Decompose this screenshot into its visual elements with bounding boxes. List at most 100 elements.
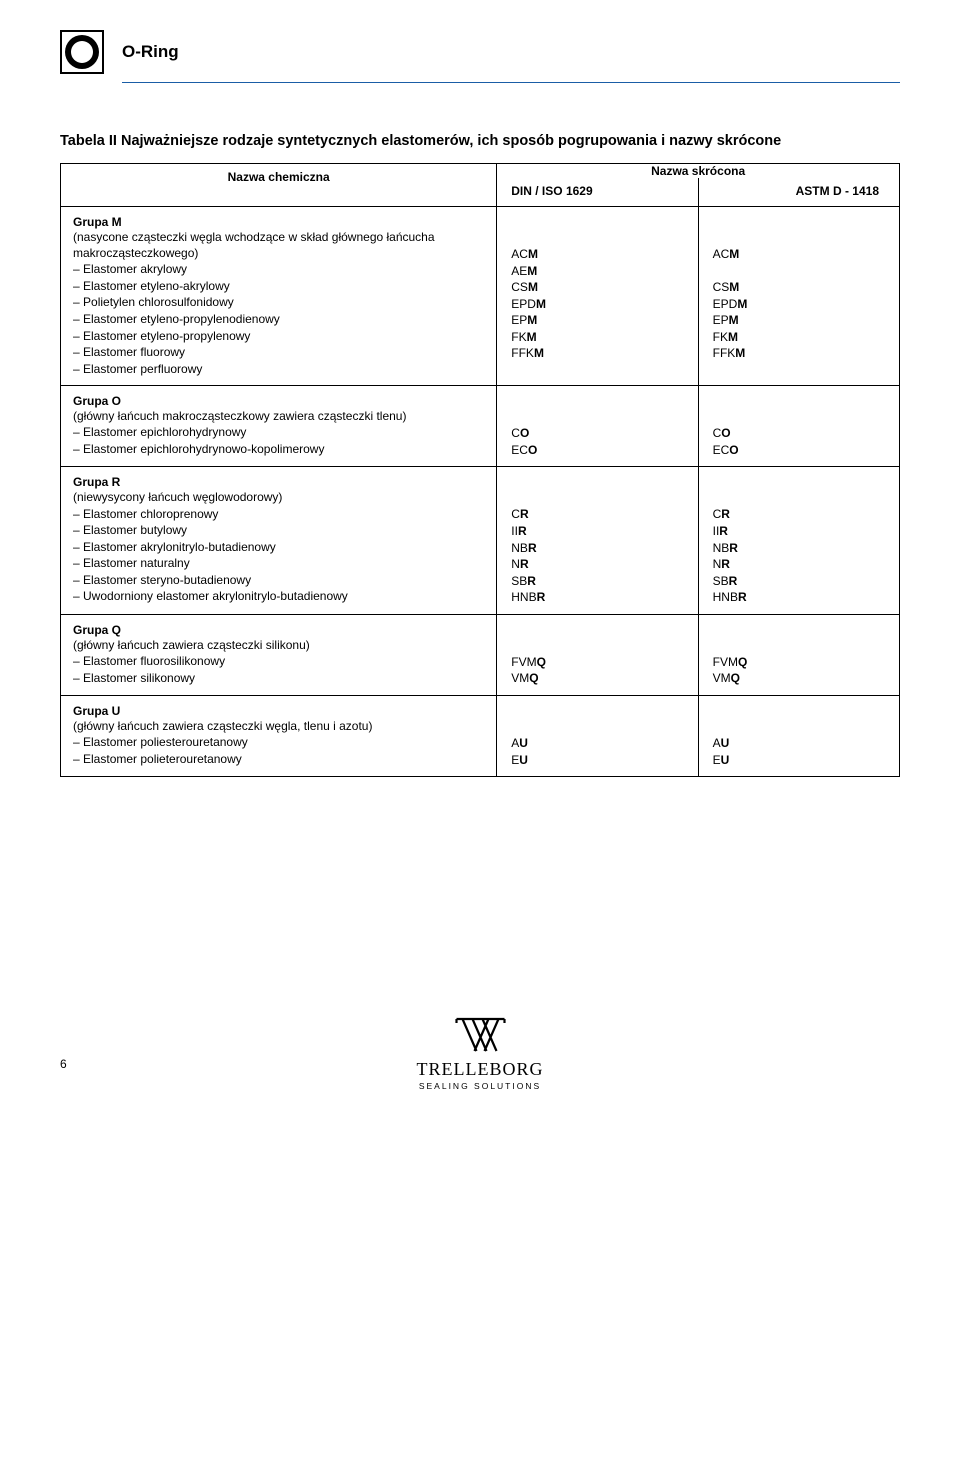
code-value: EPM	[713, 312, 887, 329]
page-title: O-Ring	[122, 42, 179, 62]
group-item: Elastomer epichlorohydrynowy	[73, 424, 484, 441]
table-row: Grupa M(nasycone cząsteczki węgla wchodz…	[61, 207, 900, 386]
code-value: ACM	[511, 246, 685, 263]
group-item: Elastomer naturalny	[73, 555, 484, 572]
code-value: AEM	[511, 263, 685, 280]
th-chem: Nazwa chemiczna	[61, 164, 497, 207]
group-item: Elastomer etyleno-propylenowy	[73, 328, 484, 345]
code-value: HNBR	[713, 589, 887, 606]
group-items: Elastomer chloroprenowyElastomer butylow…	[73, 506, 484, 605]
code-value: AU	[511, 735, 685, 752]
group-item: Elastomer steryno-butadienowy	[73, 572, 484, 589]
code-value: EPM	[511, 312, 685, 329]
logo-subtitle: SEALING SOLUTIONS	[417, 1081, 544, 1091]
group-item: Elastomer chloroprenowy	[73, 506, 484, 523]
group-head: Grupa O	[73, 394, 484, 408]
code-value: FKM	[713, 329, 887, 346]
table-row: Grupa R(niewysycony łańcuch węglowodorow…	[61, 467, 900, 614]
th-din: DIN / ISO 1629	[497, 178, 698, 207]
code-value: FVMQ	[511, 654, 685, 671]
group-chem-cell: Grupa O(główny łańcuch makrocząsteczkowy…	[61, 386, 497, 467]
code-value: CSM	[511, 279, 685, 296]
group-chem-cell: Grupa M(nasycone cząsteczki węgla wchodz…	[61, 207, 497, 386]
group-item: Elastomer butylowy	[73, 522, 484, 539]
brand-logo: TRELLEBORG SEALING SOLUTIONS	[417, 1013, 544, 1091]
astm-cell: CRIIRNBRNRSBRHNBR	[698, 467, 899, 614]
code-value: CR	[713, 506, 887, 523]
group-items: Elastomer akrylowyElastomer etyleno-akry…	[73, 261, 484, 377]
code-value: FFKM	[713, 345, 887, 362]
code-value: NR	[713, 556, 887, 573]
group-item: Elastomer etyleno-akrylowy	[73, 278, 484, 295]
code-value: ECO	[511, 442, 685, 459]
group-item: Elastomer akrylowy	[73, 261, 484, 278]
group-head: Grupa R	[73, 475, 484, 489]
code-value: FVMQ	[713, 654, 887, 671]
group-items: Elastomer fluorosilikonowyElastomer sili…	[73, 653, 484, 686]
group-item: Elastomer akrylonitrylo-butadienowy	[73, 539, 484, 556]
table-row: Grupa O(główny łańcuch makrocząsteczkowy…	[61, 386, 900, 467]
code-value: EU	[511, 752, 685, 769]
group-items: Elastomer poliesterouretanowyElastomer p…	[73, 734, 484, 767]
code-value: NBR	[713, 540, 887, 557]
code-value: AU	[713, 735, 887, 752]
table-row: Grupa U(główny łańcuch zawiera cząsteczk…	[61, 695, 900, 776]
group-desc: (główny łańcuch zawiera cząsteczki węgla…	[73, 718, 484, 734]
table-row: Grupa Q(główny łańcuch zawiera cząsteczk…	[61, 614, 900, 695]
oring-icon	[60, 30, 104, 74]
code-value: SBR	[713, 573, 887, 590]
code-value: ECO	[713, 442, 887, 459]
din-cell: CRIIRNBRNRSBRHNBR	[497, 467, 698, 614]
group-item: Polietylen chlorosulfonidowy	[73, 294, 484, 311]
group-chem-cell: Grupa U(główny łańcuch zawiera cząsteczk…	[61, 695, 497, 776]
code-value: CSM	[713, 279, 887, 296]
group-items: Elastomer epichlorohydrynowyElastomer ep…	[73, 424, 484, 457]
code-value: IIR	[713, 523, 887, 540]
group-item: Elastomer poliesterouretanowy	[73, 734, 484, 751]
group-item: Uwodorniony elastomer akrylonitrylo-buta…	[73, 588, 484, 605]
code-value: VMQ	[511, 670, 685, 687]
group-chem-cell: Grupa Q(główny łańcuch zawiera cząsteczk…	[61, 614, 497, 695]
page-header-row: O-Ring	[60, 30, 900, 74]
group-item: Elastomer etyleno-propylenodienowy	[73, 311, 484, 328]
document-page: O-Ring Tabela II Najważniejsze rodzaje s…	[0, 0, 960, 1111]
group-head: Grupa Q	[73, 623, 484, 637]
code-value: CR	[511, 506, 685, 523]
astm-cell: ACM CSMEPDMEPMFKMFFKM	[698, 207, 899, 386]
code-value: EPDM	[713, 296, 887, 313]
table-caption: Tabela II Najważniejsze rodzaje syntetyc…	[60, 133, 900, 149]
code-value: CO	[713, 425, 887, 442]
code-value: HNBR	[511, 589, 685, 606]
code-value: NBR	[511, 540, 685, 557]
code-value	[713, 263, 887, 280]
group-item: Elastomer silikonowy	[73, 670, 484, 687]
trelleborg-logo-icon	[450, 1013, 510, 1057]
table-header-row-1: Nazwa chemiczna Nazwa skrócona	[61, 164, 900, 179]
din-cell: COECO	[497, 386, 698, 467]
th-astm: ASTM D - 1418	[698, 178, 899, 207]
group-desc: (niewysycony łańcuch węglowodorowy)	[73, 489, 484, 505]
din-cell: ACMAEMCSMEPDMEPMFKMFFKM	[497, 207, 698, 386]
page-number: 6	[60, 1057, 67, 1071]
code-value: NR	[511, 556, 685, 573]
elastomer-table: Nazwa chemiczna Nazwa skrócona DIN / ISO…	[60, 163, 900, 777]
code-value: VMQ	[713, 670, 887, 687]
group-head: Grupa U	[73, 704, 484, 718]
group-chem-cell: Grupa R(niewysycony łańcuch węglowodorow…	[61, 467, 497, 614]
group-head: Grupa M	[73, 215, 484, 229]
code-value: IIR	[511, 523, 685, 540]
code-value: SBR	[511, 573, 685, 590]
group-item: Elastomer fluorosilikonowy	[73, 653, 484, 670]
group-desc: (główny łańcuch makrocząsteczkowy zawier…	[73, 408, 484, 424]
astm-cell: COECO	[698, 386, 899, 467]
code-value: FKM	[511, 329, 685, 346]
logo-brand-name: TRELLEBORG	[417, 1059, 544, 1080]
group-desc: (nasycone cząsteczki węgla wchodzące w s…	[73, 229, 484, 261]
group-desc: (główny łańcuch zawiera cząsteczki silik…	[73, 637, 484, 653]
group-item: Elastomer epichlorohydrynowo-kopolimerow…	[73, 441, 484, 458]
code-value: FFKM	[511, 345, 685, 362]
code-value: ACM	[713, 246, 887, 263]
din-cell: FVMQVMQ	[497, 614, 698, 695]
astm-cell: FVMQVMQ	[698, 614, 899, 695]
group-item: Elastomer polieterouretanowy	[73, 751, 484, 768]
